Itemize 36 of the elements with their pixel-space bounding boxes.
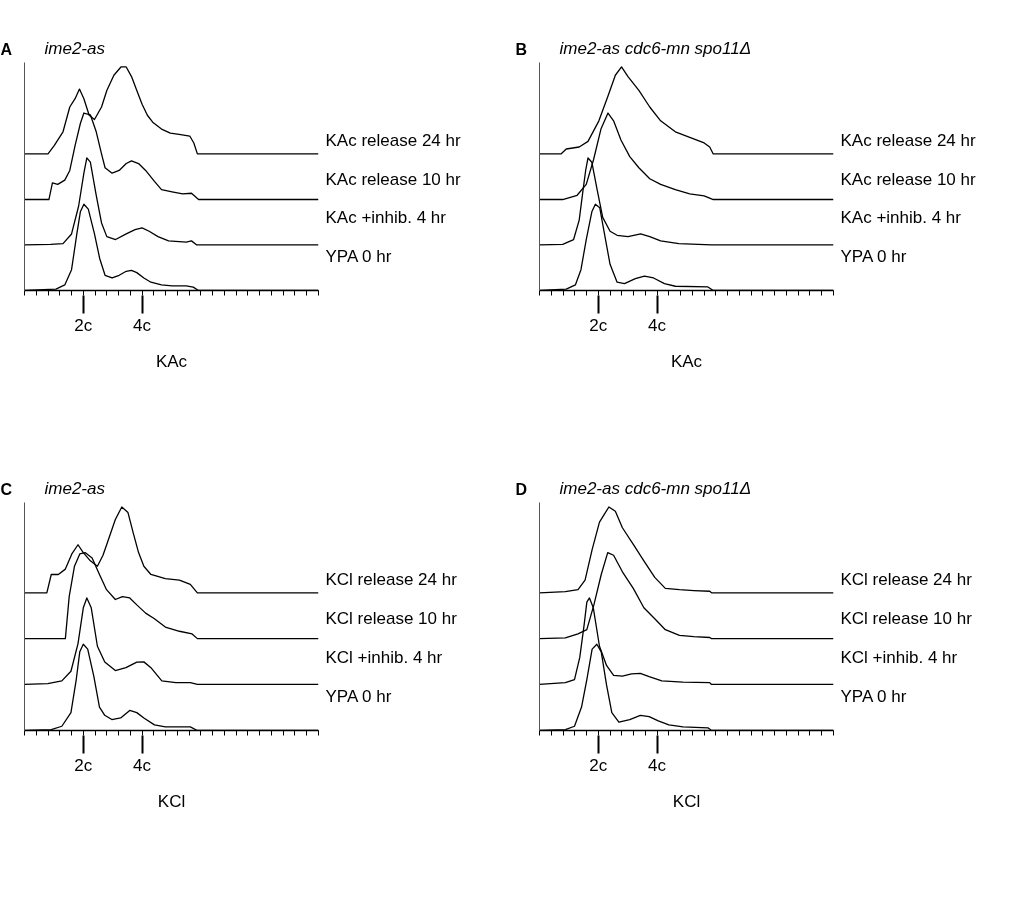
series-label: YPA 0 hr <box>325 246 392 266</box>
series-label: KAc release 10 hr <box>840 169 976 189</box>
x-axis-title: KCl <box>157 791 186 811</box>
x-tick-label: 2c <box>589 315 608 335</box>
series-label: YPA 0 hr <box>840 246 907 266</box>
x-tick-label: 4c <box>133 315 152 335</box>
series-label: KCl +inhib. 4 hr <box>840 647 958 667</box>
series-label: KCl +inhib. 4 hr <box>325 647 443 667</box>
x-tick-label: 4c <box>133 755 152 775</box>
text: B <box>515 40 528 58</box>
series-label: KAc +inhib. 4 hr <box>325 208 447 228</box>
chart-title: ime2-as <box>44 478 106 498</box>
series-label: KCl release 10 hr <box>840 608 973 628</box>
series-label: KCl release 10 hr <box>325 608 458 628</box>
chart-title: ime2-as cdc6-mn spo11Δ <box>559 38 752 58</box>
series-label: YPA 0 hr <box>325 686 392 706</box>
series-label: KCl release 24 hr <box>325 569 458 589</box>
series-label: KAc release 24 hr <box>840 130 976 150</box>
chart-title: ime2-as cdc6-mn spo11Δ <box>559 478 752 498</box>
x-tick-label: 4c <box>648 315 667 335</box>
series-label: KAc +inhib. 4 hr <box>840 208 962 228</box>
text: C <box>0 480 13 498</box>
series-label: KAc release 10 hr <box>325 169 461 189</box>
x-tick-label: 4c <box>648 755 667 775</box>
series-label: KAc release 24 hr <box>325 130 461 150</box>
text: D <box>515 480 528 498</box>
x-axis-title: KCl <box>672 791 701 811</box>
x-axis-title: KAc <box>670 351 703 371</box>
x-tick-label: 2c <box>74 315 93 335</box>
chart-title: ime2-as <box>44 38 106 58</box>
x-axis-title: KAc <box>155 351 188 371</box>
series-label: KCl release 24 hr <box>840 569 973 589</box>
text: A <box>0 40 13 58</box>
x-tick-label: 2c <box>74 755 93 775</box>
series-label: YPA 0 hr <box>840 686 907 706</box>
x-tick-label: 2c <box>589 755 608 775</box>
